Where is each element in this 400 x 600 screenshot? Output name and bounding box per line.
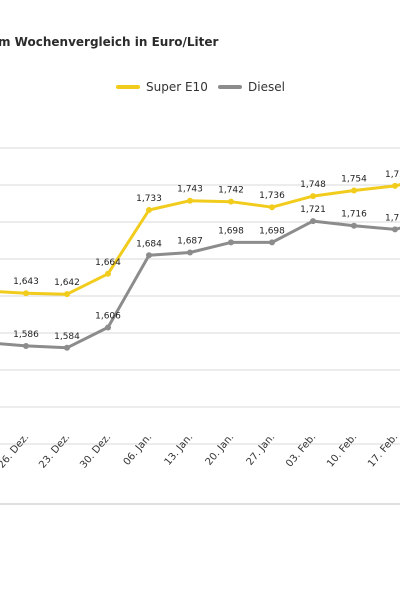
data-label-diesel: 1,698 [218,226,244,236]
point-super-e10 [64,291,70,298]
point-super-e10 [23,290,29,297]
x-tick-label: 30. Dez. [78,432,113,471]
point-super-e10 [351,187,357,194]
x-tick-label: 20. Jan. [204,432,237,468]
point-diesel [64,344,70,351]
data-label-super-e10: 1,643 [13,277,39,287]
data-label-super-e10: 1,75 [385,170,400,180]
legend-label-diesel: Diesel [248,80,285,94]
x-tick-label: 06. Jan. [122,432,155,468]
x-tick-label: 13. Jan. [163,432,196,468]
x-tick-label: 23. Dez. [37,432,72,471]
data-label-diesel: 1,684 [136,239,162,249]
legend: Super E10 Diesel [116,80,285,94]
point-diesel [392,226,398,233]
point-super-e10 [228,198,234,205]
data-label-super-e10: 1,733 [136,194,162,204]
data-label-diesel: 1,698 [259,226,285,236]
x-axis-ticks: 26. Dez. 23. Dez. 30. Dez. 06. Jan. 13. Jan.… [0,432,400,471]
x-tick-label: 10. Feb. [325,432,359,470]
point-diesel [146,252,152,259]
point-super-e10 [146,206,152,213]
point-super-e10 [310,193,316,200]
data-label-super-e10: 1,642 [54,278,80,288]
data-label-super-e10: 1,748 [300,180,326,190]
point-super-e10 [392,182,398,189]
x-tick-label: 27. Jan. [245,432,278,468]
data-label-diesel: 1,716 [341,210,367,220]
point-diesel [269,239,275,246]
data-label-super-e10: 1,743 [177,185,203,195]
data-label-diesel: 1,586 [13,330,39,340]
point-super-e10 [105,270,111,277]
legend-label-super-e10: Super E10 [146,80,208,94]
data-label-super-e10: 1,736 [259,191,285,201]
data-label-super-e10: 1,664 [95,258,121,268]
point-diesel [105,324,111,331]
chart-title: m Wochenvergleich in Euro/Liter [0,35,218,49]
x-tick-label: 17. Feb. [366,432,400,470]
x-tick-label: 03. Feb. [284,432,318,470]
data-label-super-e10: 1,754 [341,175,367,185]
data-label-diesel: 1,71 [385,213,400,223]
data-label-diesel: 1,721 [300,205,326,215]
data-label-diesel: 1,606 [95,311,121,321]
data-label-diesel: 1,687 [177,237,203,247]
point-diesel [23,342,29,349]
data-label-diesel: 1,584 [54,332,80,342]
data-label-super-e10: 1,742 [218,186,244,196]
series-layer [0,182,400,351]
series-line-super-e10 [0,183,400,296]
x-tick-label: 26. Dez. [0,432,31,471]
data-label-layer: 1,643 1,642 1,664 1,733 1,743 1,742 1,736 1,748… [13,170,400,342]
point-diesel [351,222,357,229]
point-diesel [187,249,193,256]
point-diesel [310,218,316,225]
point-super-e10 [269,204,275,211]
series-line-diesel [0,219,400,350]
point-super-e10 [187,197,193,204]
point-diesel [228,239,234,246]
